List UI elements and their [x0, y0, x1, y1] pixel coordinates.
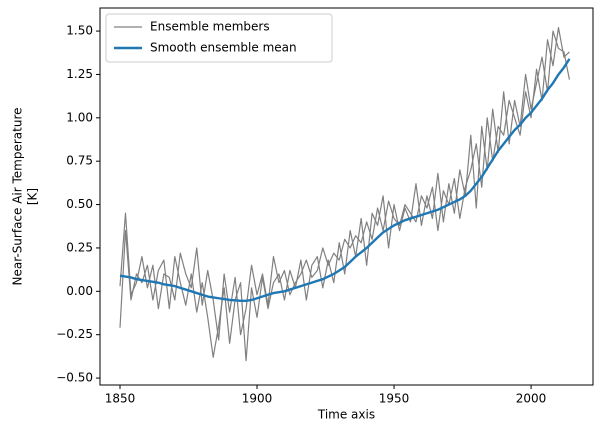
- x-tick-label: 1850: [105, 392, 136, 406]
- y-tick-label: 0.50: [66, 197, 93, 211]
- y-tick-label: 0.00: [66, 284, 93, 298]
- x-tick-label: 1900: [242, 392, 273, 406]
- legend-box: [105, 13, 333, 63]
- x-axis-label: Time axis: [317, 408, 375, 422]
- y-tick-label: −0.50: [56, 371, 93, 385]
- y-axis-label: [K]: [26, 188, 40, 205]
- y-axis-label: Near-Surface Air Temperature: [11, 107, 25, 285]
- ensemble-member-line: [119, 27, 570, 341]
- legend: Ensemble members Smooth ensemble mean: [105, 13, 333, 63]
- ensemble-member-line: [119, 30, 571, 362]
- plot-frame: [99, 7, 594, 386]
- y-tick-label: −0.25: [56, 327, 93, 341]
- y-tick-label: 1.00: [66, 110, 93, 124]
- x-tick-label: 1950: [379, 392, 410, 406]
- x-tick-label: 2000: [516, 392, 547, 406]
- legend-label: Smooth ensemble mean: [150, 41, 297, 55]
- y-tick-label: 0.75: [66, 154, 93, 168]
- legend-label: Ensemble members: [150, 20, 270, 34]
- mean-line: [119, 58, 571, 303]
- y-tick-label: 1.50: [66, 24, 93, 38]
- y-tick-label: 1.25: [66, 67, 93, 81]
- y-tick-label: 0.25: [66, 240, 93, 254]
